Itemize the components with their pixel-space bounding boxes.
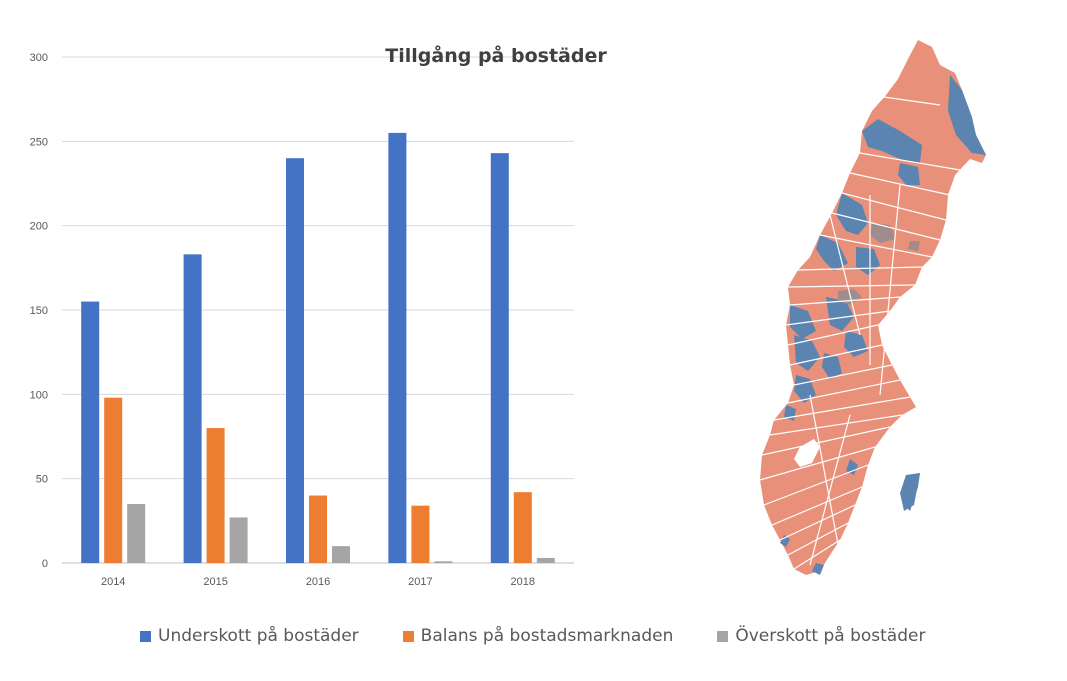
y-tick-label: 250	[30, 136, 48, 148]
bar-2015-series-1	[206, 428, 225, 563]
map-land	[760, 40, 986, 575]
x-tick-label: 2014	[101, 576, 125, 588]
bar-2018-series-2	[536, 557, 555, 563]
bar-2015-series-0	[183, 254, 202, 563]
chart-title: Tillgång på bostäder	[385, 43, 607, 67]
map-deficit-regions	[780, 75, 986, 575]
bar-2014-series-0	[81, 301, 100, 563]
gridlines	[62, 56, 574, 564]
y-axis-ticks: 0 50 100 150 200 250 300	[30, 52, 48, 570]
bar-2018-series-0	[490, 153, 509, 563]
y-tick-label: 0	[42, 558, 48, 570]
bar-2016-series-2	[332, 546, 350, 563]
bar-2017-series-1	[411, 505, 430, 563]
bars	[81, 132, 555, 563]
x-tick-label: 2017	[408, 576, 432, 588]
bar-2016-series-1	[309, 495, 327, 563]
sweden-map-icon	[759, 40, 986, 575]
legend-swatch	[402, 630, 414, 642]
x-tick-label: 2015	[203, 576, 227, 588]
x-tick-label: 2016	[306, 576, 330, 588]
y-tick-label: 150	[30, 305, 48, 317]
bar-2015-series-2	[229, 517, 248, 563]
legend-item-deficit: Underskott på bostäder	[140, 626, 359, 646]
y-tick-label: 100	[30, 389, 48, 401]
legend-label: Balans på bostadsmarknaden	[420, 626, 674, 646]
legend-item-balance: Balans på bostadsmarknaden	[402, 626, 674, 646]
y-tick-label: 300	[30, 52, 48, 64]
legend-label: Överskott på bostäder	[735, 626, 926, 646]
map-lake	[794, 439, 820, 467]
x-axis-ticks: 2014 2015 2016 2017 2018	[101, 576, 535, 588]
map-island	[904, 473, 920, 511]
bar-2018-series-1	[513, 492, 532, 563]
x-tick-label: 2018	[511, 576, 535, 588]
legend-label: Underskott på bostäder	[158, 626, 359, 646]
y-tick-label: 200	[30, 221, 48, 233]
legend-swatch	[140, 630, 151, 642]
map-borders	[759, 94, 961, 570]
chart-legend: Underskott på bostäder Balans på bostads…	[140, 623, 960, 649]
bar-2017-series-0	[388, 132, 407, 563]
bar-2016-series-0	[286, 158, 304, 563]
bar-2017-series-2	[434, 561, 453, 563]
bar-2014-series-2	[127, 503, 146, 563]
y-tick-label: 50	[36, 474, 48, 486]
bar-2014-series-1	[104, 397, 123, 563]
legend-item-surplus: Överskott på bostäder	[717, 626, 925, 646]
legend-swatch	[717, 630, 729, 642]
